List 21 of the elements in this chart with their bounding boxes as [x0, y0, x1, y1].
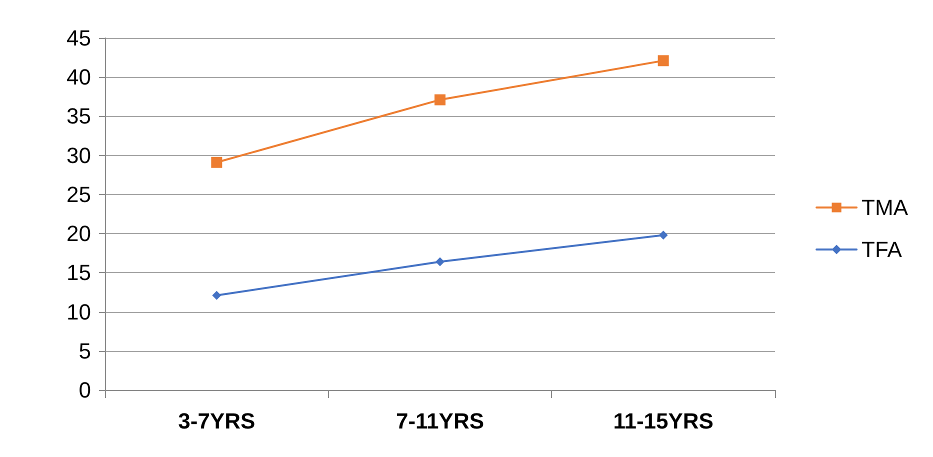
y-tick-label: 5: [78, 338, 91, 364]
y-tick-label: 35: [66, 104, 91, 129]
legend-label: TMA: [862, 195, 908, 220]
y-tick-label: 0: [78, 378, 91, 402]
x-tick-label: 3-7YRS: [178, 408, 256, 434]
point: [436, 257, 444, 266]
y-tick-label: 25: [66, 182, 91, 207]
y-tick-label: 30: [66, 142, 91, 168]
y-tick-label: 15: [66, 260, 91, 286]
y-tick-label: 40: [66, 64, 91, 90]
point: [211, 156, 222, 168]
point: [658, 55, 669, 66]
point: [434, 94, 446, 106]
y-tick-label: 20: [66, 221, 91, 246]
legend-label: TFA: [862, 237, 902, 262]
point: [212, 290, 222, 300]
y-tick-label: 10: [66, 299, 91, 324]
y-tick-label: 45: [66, 26, 91, 50]
x-tick-label: 11-15YRS: [613, 408, 714, 434]
point: [658, 230, 668, 240]
x-tick-label: 7-11YRS: [396, 408, 484, 434]
